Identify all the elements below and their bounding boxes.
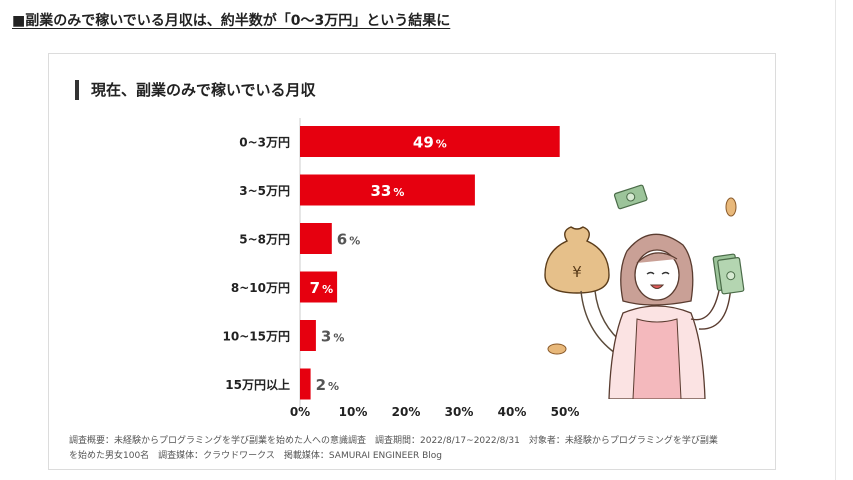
bar [300, 368, 311, 400]
bar [300, 223, 332, 254]
chart-card: 現在、副業のみで稼いでいる月収 0~3万円 49% 3~5万円 33% 5~8万円 6% 8… [48, 53, 776, 470]
category-label: 5~8万円 [239, 233, 290, 247]
x-tick-label: 40% [498, 405, 527, 419]
coin-icon [547, 343, 567, 355]
category-label: 0~3万円 [239, 136, 290, 150]
x-tick-label: 0% [290, 405, 310, 419]
survey-footnote: 調査概要：未経験からプログラミングを学び副業を始めた人への意識調査 調査期間：2… [69, 434, 759, 464]
data-label: 2% [316, 376, 339, 394]
x-tick-label: 30% [445, 405, 474, 419]
money-bag-icon: ¥ [544, 226, 610, 294]
bar-chart: 0~3万円 49 % 3~5万円 33 % 5~8万円 6 % 8~10万円 7 % 10~15万円 3%… [223, 118, 580, 419]
x-tick-label: 50% [551, 405, 580, 419]
data-label: 3% [321, 328, 344, 346]
category-label: 3~5万円 [239, 184, 290, 198]
data-label: 6% [337, 231, 360, 249]
survey-footnote-line-1: 調査概要：未経験からプログラミングを学び副業を始めた人への意識調査 調査期間：2… [69, 436, 718, 446]
cash-stack-icon [712, 253, 745, 295]
survey-footnote-line-2: を始めた男女100名 調査媒体：クラウドワークス 掲載媒体：SAMURAI EN… [69, 451, 443, 461]
category-label: 8~10万円 [231, 281, 290, 295]
category-label: 10~15万円 [223, 330, 290, 344]
category-label: 15万円以上 [225, 377, 290, 392]
banknote-icon [613, 184, 648, 210]
bar [300, 126, 560, 157]
page-heading: ■副業のみで稼いでいる月収は、約半数が「0〜3万円」という結果に [12, 13, 451, 29]
data-label: 33% [370, 182, 404, 200]
page-divider [835, 0, 836, 480]
data-label: 7% [310, 279, 333, 297]
chart-title: 現在、副業のみで稼いでいる月収 [75, 80, 316, 100]
data-label: 49% [413, 134, 447, 152]
bar [300, 320, 316, 351]
yen-symbol: ¥ [572, 263, 582, 281]
x-tick-label: 10% [339, 405, 368, 419]
coin-icon [725, 197, 737, 217]
x-tick-label: 20% [392, 405, 421, 419]
bar [300, 271, 338, 303]
bar [300, 174, 475, 206]
woman-holding-money-illustration: ¥ [544, 184, 745, 399]
